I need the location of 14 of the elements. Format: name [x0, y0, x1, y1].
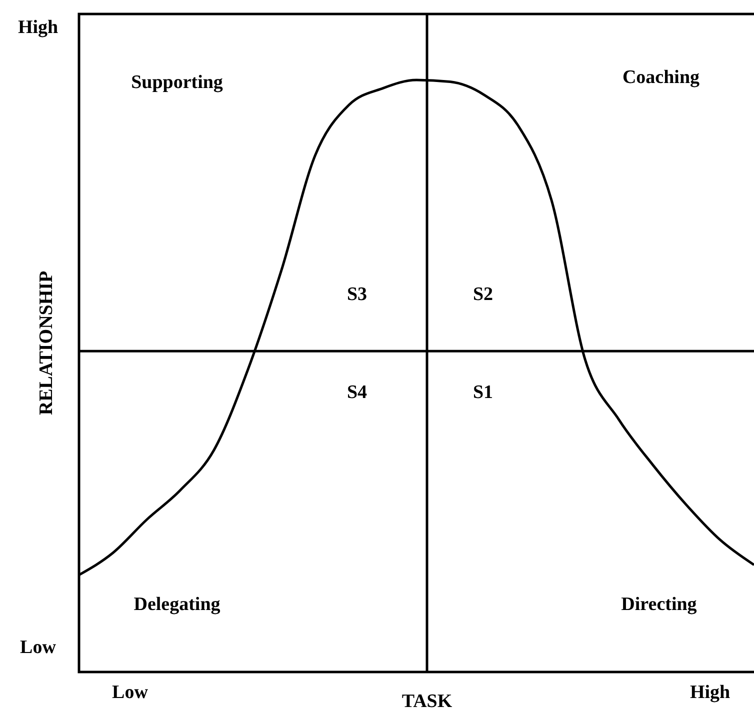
- annotation: S1: [472, 382, 494, 403]
- text: Low: [20, 637, 56, 658]
- x-axis-title: TASK: [402, 691, 452, 711]
- text: High: [690, 682, 730, 703]
- annotation: S4: [346, 382, 368, 403]
- y-axis-title: RELATIONSHIP: [36, 270, 57, 416]
- annotation: Supporting: [131, 72, 224, 93]
- annotation: Coaching: [622, 67, 700, 88]
- annotation: S3: [346, 284, 368, 305]
- text: Low: [112, 682, 148, 703]
- annotation: S2: [472, 284, 494, 305]
- annotation: Directing: [621, 594, 698, 615]
- annotation: Delegating: [134, 594, 221, 615]
- text: High: [18, 17, 58, 38]
